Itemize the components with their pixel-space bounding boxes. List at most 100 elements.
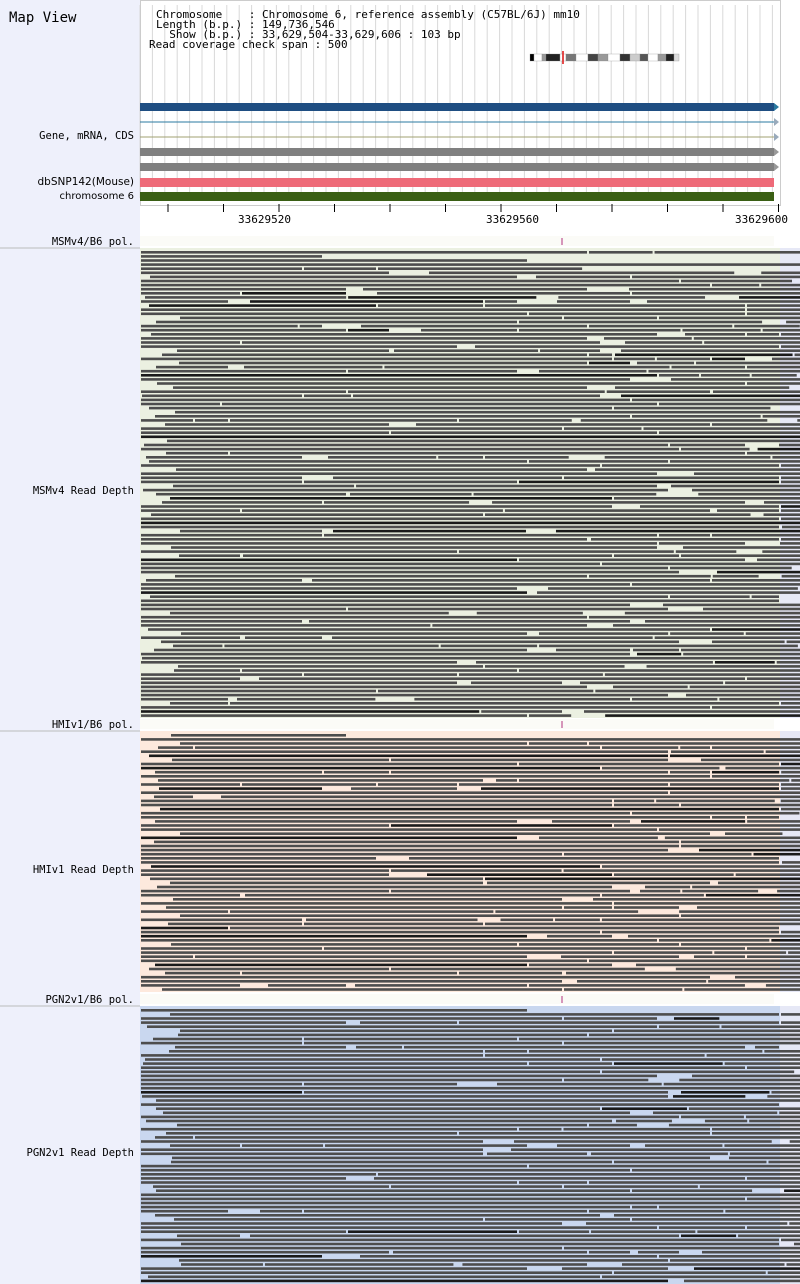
- aligned-read: [614, 906, 679, 909]
- aligned-read: [632, 1168, 800, 1172]
- aligned-read: [789, 1140, 800, 1143]
- aligned-read: [485, 513, 751, 516]
- aligned-read: [697, 1230, 800, 1233]
- aligned-read: [166, 906, 562, 909]
- aligned-read: [602, 865, 800, 868]
- aligned-read: [613, 624, 800, 627]
- track-arrow: [774, 148, 779, 156]
- aligned-read: [645, 620, 800, 623]
- strain-depth-label: HMIv1 Read Depth: [32, 864, 134, 876]
- aligned-read: [537, 591, 800, 594]
- aligned-read: [391, 824, 612, 827]
- aligned-read: [671, 365, 745, 369]
- aligned-read: [169, 1050, 483, 1053]
- aligned-read: [171, 734, 346, 737]
- aligned-read: [645, 1144, 723, 1147]
- aligned-read: [145, 1058, 600, 1061]
- ideogram-band: [597, 53, 609, 62]
- aligned-read: [157, 382, 745, 385]
- aligned-read: [683, 652, 800, 656]
- aligned-read: [614, 357, 655, 361]
- aligned-read: [708, 980, 800, 983]
- aligned-read: [670, 1259, 800, 1262]
- aligned-read: [141, 852, 562, 856]
- aligned-read: [172, 1156, 710, 1160]
- aligned-read: [780, 542, 800, 545]
- aligned-read: [589, 251, 653, 254]
- aligned-read: [789, 1222, 800, 1225]
- aligned-read: [781, 517, 800, 521]
- aligned-read: [485, 665, 625, 668]
- aligned-read: [432, 624, 587, 627]
- aligned-read: [230, 702, 779, 705]
- aligned-read: [791, 779, 800, 782]
- aligned-read: [659, 431, 800, 434]
- aligned-read: [761, 271, 800, 275]
- aligned-read: [519, 762, 779, 766]
- aligned-read: [141, 673, 302, 676]
- aligned-read: [712, 775, 800, 778]
- aligned-read: [141, 505, 612, 508]
- aligned-read: [564, 1078, 649, 1082]
- aligned-read: [414, 697, 630, 701]
- aligned-read: [659, 1025, 720, 1028]
- aligned-read: [141, 947, 322, 950]
- aligned-read: [155, 770, 322, 774]
- aligned-read: [141, 435, 800, 439]
- aligned-read: [195, 1136, 800, 1139]
- aligned-read: [481, 710, 562, 713]
- ideogram-band: [545, 53, 561, 62]
- aligned-read: [564, 316, 657, 320]
- aligned-read: [180, 742, 527, 745]
- aligned-read: [735, 975, 800, 979]
- aligned-read: [558, 296, 706, 299]
- aligned-read: [356, 1045, 402, 1049]
- aligned-read: [602, 893, 704, 897]
- aligned-read: [591, 1152, 728, 1156]
- aligned-read: [440, 644, 538, 648]
- aligned-read: [670, 443, 745, 447]
- aligned-read: [701, 758, 800, 762]
- aligned-read: [309, 620, 630, 623]
- aligned-read: [141, 1066, 745, 1069]
- aligned-read: [724, 1144, 800, 1147]
- aligned-read: [686, 693, 800, 697]
- aligned-read: [348, 607, 668, 611]
- aligned-read: [151, 865, 600, 868]
- aligned-read: [141, 1140, 483, 1143]
- aligned-read: [155, 820, 517, 823]
- aligned-read: [675, 967, 800, 971]
- aligned-read: [361, 324, 587, 328]
- aligned-read: [221, 402, 657, 406]
- aligned-read: [647, 300, 800, 303]
- aligned-read: [166, 1132, 457, 1135]
- aligned-read: [771, 1091, 800, 1094]
- aligned-read: [141, 1054, 483, 1057]
- aligned-read: [141, 419, 193, 422]
- aligned-read: [632, 1218, 800, 1221]
- aligned-read: [141, 570, 679, 574]
- aligned-read: [762, 415, 800, 418]
- chromosome-track-bar: [140, 192, 774, 201]
- aligned-read: [141, 300, 228, 303]
- aligned-read: [699, 1185, 800, 1188]
- aligned-read: [529, 312, 745, 316]
- aligned-read: [141, 1226, 657, 1229]
- aligned-read: [141, 926, 228, 930]
- aligned-read: [459, 1021, 779, 1024]
- aligned-read: [141, 279, 679, 283]
- aligned-read: [614, 951, 713, 954]
- aligned-read: [177, 1234, 240, 1238]
- aligned-read: [141, 271, 389, 275]
- aligned-read: [519, 1037, 800, 1041]
- aligned-read: [485, 304, 745, 307]
- aligned-read: [391, 770, 668, 774]
- aligned-read: [324, 501, 470, 504]
- aligned-read: [245, 893, 600, 897]
- aligned-read: [141, 525, 779, 529]
- aligned-read: [141, 828, 657, 831]
- aligned-read: [602, 766, 720, 770]
- aligned-read: [141, 566, 668, 570]
- aligned-read: [242, 292, 346, 295]
- aligned-read: [166, 451, 228, 455]
